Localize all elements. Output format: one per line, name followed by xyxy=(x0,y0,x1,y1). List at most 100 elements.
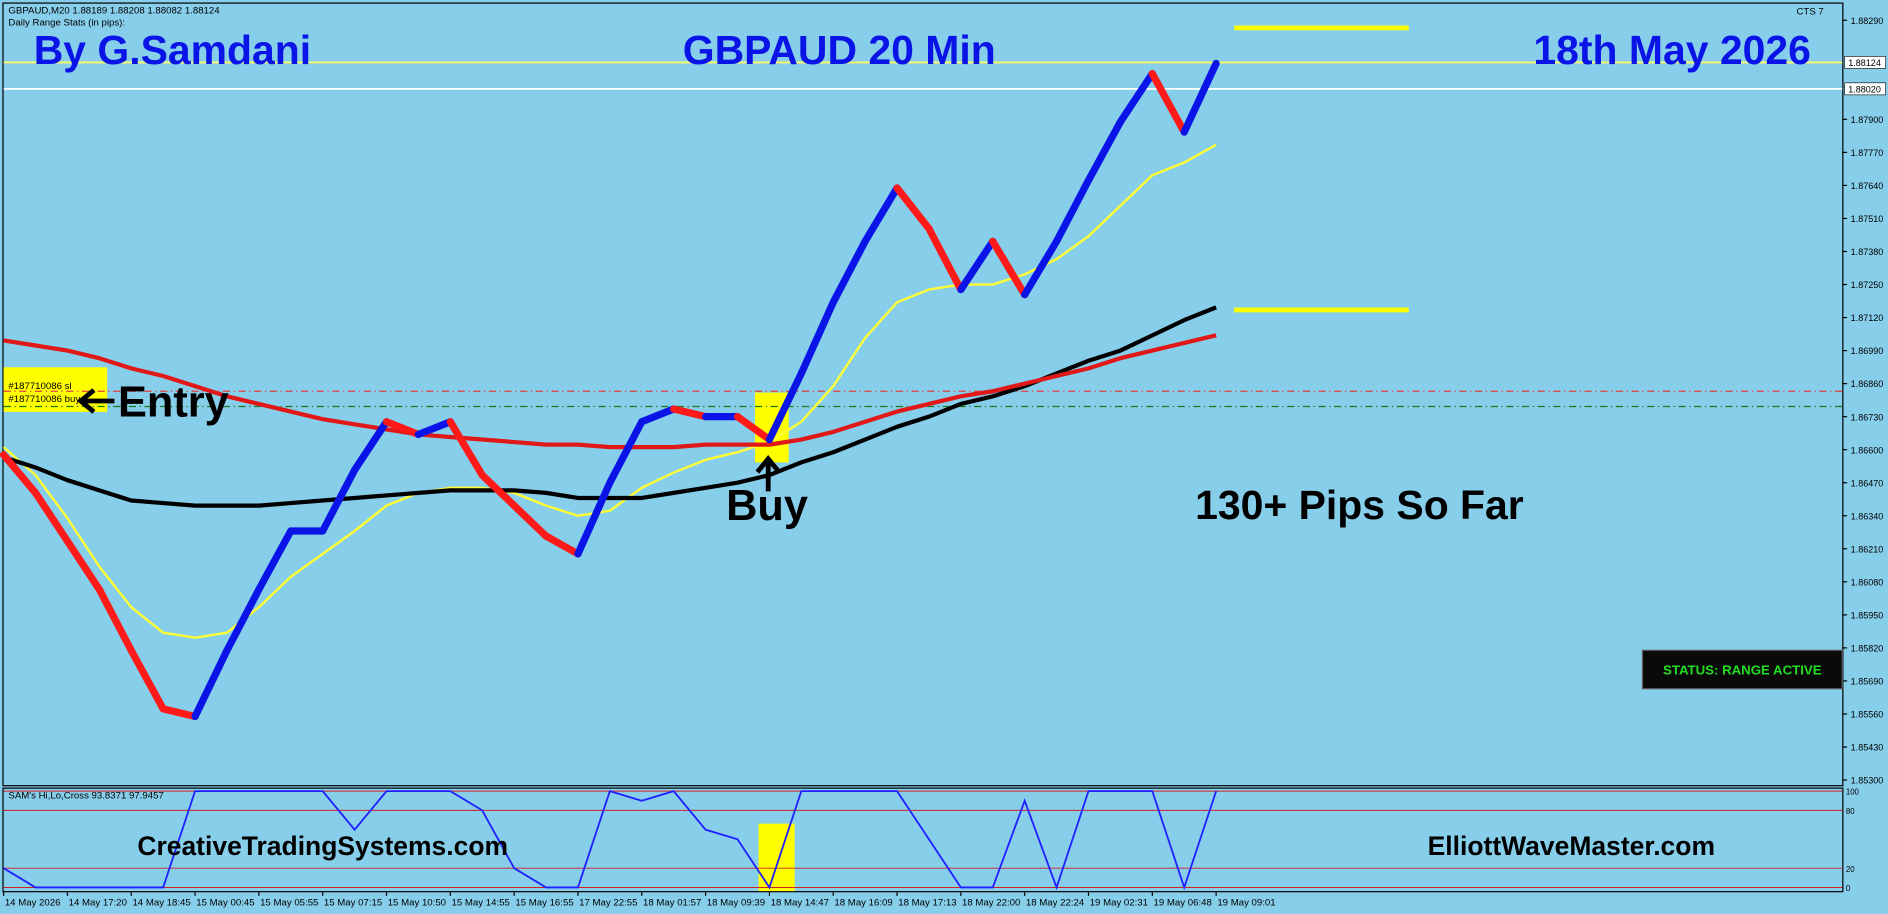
y-tick-label: 1.86860 xyxy=(1851,379,1884,389)
price-segment xyxy=(510,501,550,540)
y-tick-label: 1.86600 xyxy=(1851,445,1884,455)
main-panel-frame xyxy=(2,2,1844,787)
price-segment xyxy=(31,489,72,545)
entry-label: Entry xyxy=(118,379,229,427)
x-tick-label: 18 May 22:24 xyxy=(1026,898,1085,909)
price-segment xyxy=(1180,59,1220,136)
order-sl: #187710086 sl xyxy=(8,381,71,392)
level-label: 1.88124 xyxy=(1848,58,1881,68)
oscillator-title: SAM's Hi,Lo,Cross 93.8371 97.9457 xyxy=(8,790,163,801)
x-tick-label: 14 May 18:45 xyxy=(132,898,190,909)
x-tick-label: 19 May 06:48 xyxy=(1154,898,1212,909)
price-segment xyxy=(829,237,869,306)
x-tick-label: 15 May 00:45 xyxy=(196,898,254,909)
osc-tick-label: 20 xyxy=(1846,865,1855,874)
price-segment xyxy=(638,405,678,426)
x-tick-label: 15 May 07:15 xyxy=(324,898,382,909)
price-segment xyxy=(127,646,167,713)
price-segment xyxy=(191,646,231,721)
price-segment xyxy=(670,405,710,421)
chart-title: GBPAUD 20 Min xyxy=(683,27,996,73)
x-tick-label: 18 May 09:39 xyxy=(707,898,765,909)
level-label-box xyxy=(1844,82,1886,96)
y-tick-label: 1.87640 xyxy=(1851,181,1884,191)
x-tick-label: 18 May 17:13 xyxy=(898,898,956,909)
y-tick-label: 1.86990 xyxy=(1851,346,1884,356)
stats-title: Daily Range Stats (in pips): xyxy=(8,17,125,28)
price-segment xyxy=(255,527,295,594)
y-tick-label: 1.87770 xyxy=(1851,148,1884,158)
price-segment xyxy=(574,479,614,558)
y-tick-label: 1.85820 xyxy=(1851,644,1884,654)
author: By G.Samdani xyxy=(34,27,311,73)
price-segment xyxy=(95,585,135,655)
price-segment xyxy=(797,298,837,378)
x-tick-label: 15 May 05:55 xyxy=(260,898,318,909)
x-tick-label: 18 May 22:00 xyxy=(962,898,1020,909)
y-tick-label: 1.87900 xyxy=(1851,115,1884,125)
y-tick-label: 1.87510 xyxy=(1851,214,1884,224)
price-segment xyxy=(1052,176,1093,245)
oscillator-line xyxy=(3,790,1217,891)
price-segment xyxy=(414,418,454,439)
order-buy: #187710086 buy xyxy=(8,394,80,405)
y-tick-label: 1.85560 xyxy=(1851,710,1884,720)
price-segment xyxy=(861,184,901,245)
y-tick-label: 1.87120 xyxy=(1851,313,1884,323)
price-segment xyxy=(319,466,359,535)
moving-average xyxy=(3,333,1217,450)
price-segment xyxy=(63,537,103,594)
y-tick-label: 1.86080 xyxy=(1851,577,1884,587)
price-segment xyxy=(925,225,965,294)
buy-label: Buy xyxy=(726,482,808,530)
x-tick-label: 18 May 01:57 xyxy=(643,898,701,909)
x-tick-label: 17 May 22:55 xyxy=(579,898,637,909)
x-tick-label: 19 May 09:01 xyxy=(1217,898,1275,909)
y-tick-label: 1.86470 xyxy=(1851,478,1884,488)
osc-tick-label: 0 xyxy=(1846,884,1851,893)
marks: 1.88290 1.87900 1.87770 1.87640 1.87510 1.873… xyxy=(0,16,1886,909)
y-tick-label: 1.86210 xyxy=(1851,544,1884,554)
x-tick-label: 14 May 17:20 xyxy=(69,898,127,909)
y-tick-label: 1.86730 xyxy=(1851,412,1884,422)
x-tick-label: 19 May 02:31 xyxy=(1090,898,1148,909)
oscillator-highlight xyxy=(758,823,795,892)
entry-arrow xyxy=(76,388,115,414)
price-segment xyxy=(1021,237,1061,299)
price-segment xyxy=(957,237,997,294)
x-tick-label: 15 May 16:55 xyxy=(515,898,573,909)
price-segment xyxy=(159,705,199,721)
price-segment xyxy=(478,471,518,510)
entry-highlight xyxy=(3,367,108,412)
status-label: STATUS: RANGE ACTIVE xyxy=(1663,662,1822,677)
site-right: ElliottWaveMaster.com xyxy=(1428,831,1715,861)
x-tick-label: 18 May 16:09 xyxy=(834,898,892,909)
price-segment xyxy=(606,418,646,487)
price-segment xyxy=(542,532,582,558)
price-segment xyxy=(1148,69,1188,136)
price-segment xyxy=(0,451,40,497)
date: 18th May 2026 xyxy=(1533,27,1811,73)
y-tick-label: 1.86340 xyxy=(1851,511,1884,521)
price-segment xyxy=(223,585,263,655)
level-label-box xyxy=(1844,56,1886,69)
price-segment xyxy=(1084,118,1125,184)
osc-tick-label: 100 xyxy=(1846,788,1860,797)
oscillator-frame xyxy=(2,787,1844,893)
buy-arrow xyxy=(755,455,781,492)
x-tick-label: 18 May 14:47 xyxy=(771,898,829,909)
price-segment xyxy=(446,418,486,479)
price-segment xyxy=(733,413,774,444)
price-segment xyxy=(989,237,1029,299)
pips-label: 130+ Pips So Far xyxy=(1195,482,1524,528)
moving-average xyxy=(2,305,1217,508)
badge: CTS 7 xyxy=(1796,7,1823,18)
y-tick-label: 1.87250 xyxy=(1851,280,1884,290)
price-segment xyxy=(765,369,805,444)
y-tick-label: 1.85690 xyxy=(1851,677,1884,687)
symbol-line: GBPAUD,M20 1.88189 1.88208 1.88082 1.881… xyxy=(8,5,220,16)
x-tick-label: 15 May 10:50 xyxy=(388,898,446,909)
